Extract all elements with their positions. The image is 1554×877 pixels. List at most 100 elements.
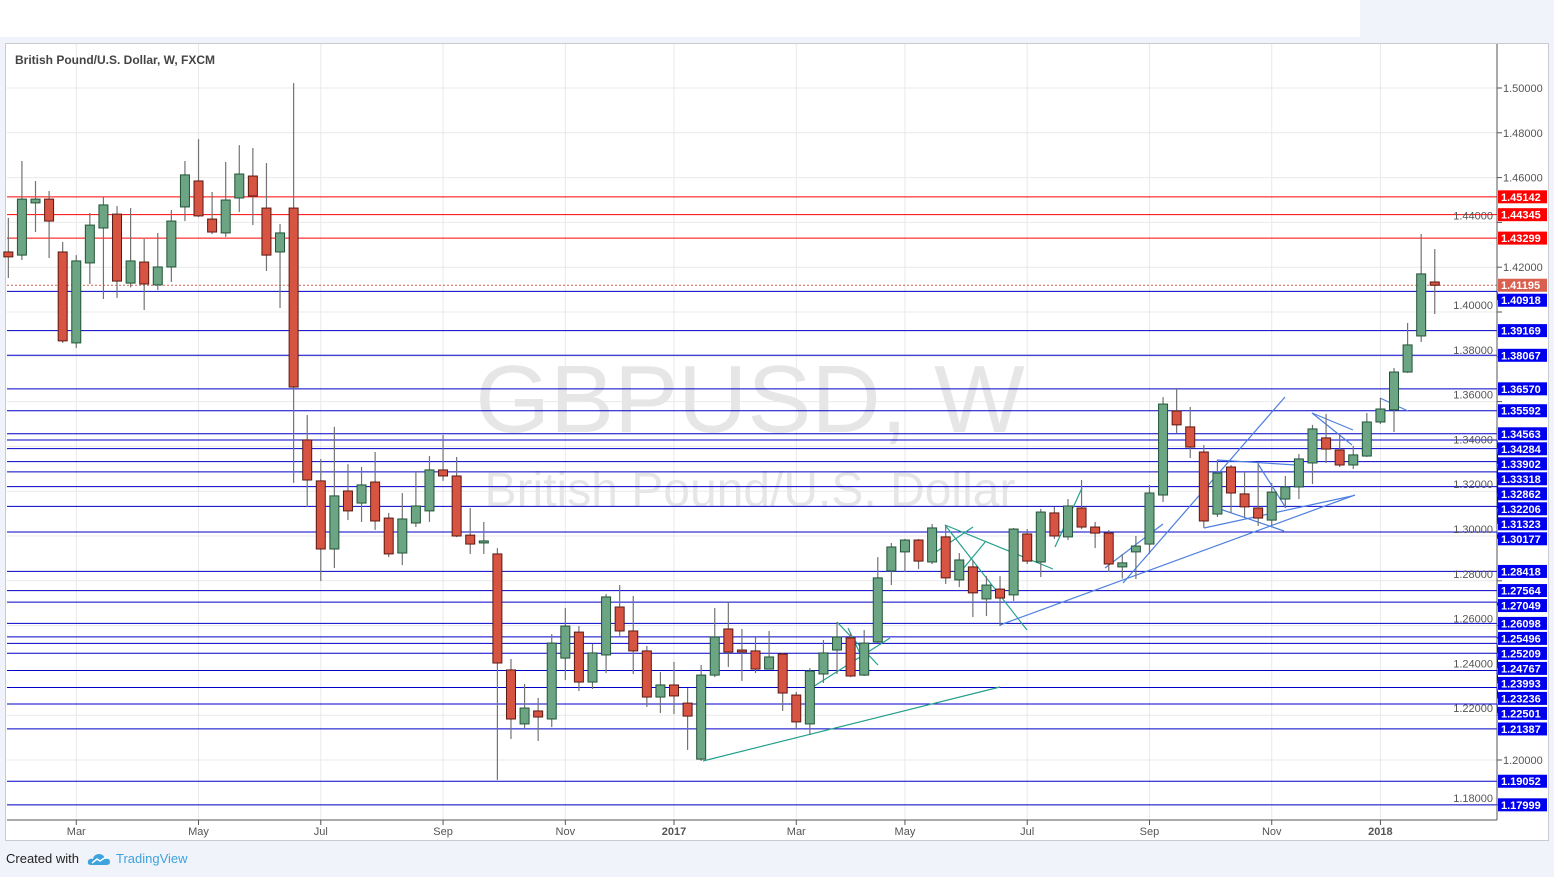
candle[interactable] bbox=[655, 671, 666, 713]
candle[interactable] bbox=[587, 643, 598, 689]
candle[interactable] bbox=[1144, 484, 1155, 554]
trendline[interactable] bbox=[1216, 459, 1297, 466]
candle[interactable] bbox=[859, 630, 870, 676]
candle[interactable] bbox=[750, 637, 761, 674]
trendline[interactable] bbox=[929, 526, 974, 557]
candle[interactable] bbox=[220, 161, 231, 237]
time-axis[interactable]: Mar May Jul Sep Nov 2017 Mar May Jul Sep Nov 2018 bbox=[67, 820, 1393, 838]
candle[interactable] bbox=[709, 607, 720, 678]
candle[interactable] bbox=[519, 684, 530, 728]
candle[interactable] bbox=[3, 217, 14, 278]
candle[interactable] bbox=[1348, 445, 1359, 470]
candle[interactable] bbox=[1062, 499, 1073, 541]
candle[interactable] bbox=[356, 467, 367, 522]
candle[interactable] bbox=[913, 538, 924, 569]
candle[interactable] bbox=[1158, 397, 1169, 502]
candle[interactable] bbox=[166, 210, 177, 282]
candle[interactable] bbox=[112, 206, 123, 298]
candle[interactable] bbox=[954, 553, 965, 588]
candle[interactable] bbox=[818, 639, 829, 683]
candle[interactable] bbox=[315, 458, 326, 582]
candle[interactable] bbox=[1049, 506, 1060, 539]
trendline[interactable] bbox=[1216, 507, 1285, 532]
candle[interactable] bbox=[71, 255, 82, 349]
candle[interactable] bbox=[1389, 368, 1400, 433]
candle[interactable] bbox=[1225, 464, 1236, 513]
candle[interactable] bbox=[669, 661, 679, 715]
candle[interactable] bbox=[682, 688, 693, 750]
trendline[interactable] bbox=[999, 494, 1356, 626]
candle[interactable] bbox=[179, 161, 190, 222]
candle[interactable] bbox=[1185, 406, 1196, 459]
candle[interactable] bbox=[193, 139, 204, 218]
candle[interactable] bbox=[614, 585, 625, 636]
candle[interactable] bbox=[1171, 387, 1182, 433]
candle[interactable] bbox=[967, 559, 978, 618]
candle[interactable] bbox=[410, 471, 421, 528]
trendline[interactable] bbox=[836, 621, 879, 666]
candle[interactable] bbox=[478, 521, 489, 554]
candle[interactable] bbox=[832, 622, 843, 674]
candle[interactable] bbox=[886, 542, 897, 586]
trendline[interactable] bbox=[1311, 412, 1353, 446]
trendline[interactable] bbox=[944, 524, 1054, 570]
candle[interactable] bbox=[1402, 322, 1413, 373]
candle[interactable] bbox=[628, 596, 639, 674]
candle[interactable] bbox=[288, 83, 299, 483]
candle[interactable] bbox=[791, 691, 802, 730]
candle[interactable] bbox=[723, 602, 734, 668]
candle[interactable] bbox=[451, 456, 462, 538]
candle[interactable] bbox=[940, 525, 951, 584]
candle[interactable] bbox=[1266, 482, 1277, 526]
candle[interactable] bbox=[1212, 460, 1223, 517]
candle[interactable] bbox=[546, 634, 557, 728]
candle[interactable] bbox=[261, 163, 272, 272]
price-axis[interactable]: 1.18000 1.20000 1.22000 1.24000 1.26000 1.280… bbox=[1453, 83, 1543, 806]
candle[interactable] bbox=[1321, 413, 1332, 463]
candle[interactable] bbox=[1307, 424, 1318, 485]
candle[interactable] bbox=[30, 180, 41, 233]
candle[interactable] bbox=[139, 238, 150, 310]
candle[interactable] bbox=[1334, 432, 1345, 468]
candle[interactable] bbox=[438, 434, 449, 481]
candle[interactable] bbox=[995, 576, 1006, 627]
candle[interactable] bbox=[1361, 413, 1372, 457]
candle[interactable] bbox=[696, 665, 707, 761]
candle[interactable] bbox=[247, 148, 258, 226]
candle[interactable] bbox=[397, 492, 408, 566]
candle[interactable] bbox=[1416, 234, 1427, 343]
candle[interactable] bbox=[601, 594, 612, 674]
candle[interactable] bbox=[57, 241, 68, 343]
candle[interactable] bbox=[1076, 480, 1087, 530]
candle[interactable] bbox=[505, 658, 516, 739]
candle[interactable] bbox=[329, 426, 340, 569]
candle[interactable] bbox=[1198, 445, 1209, 528]
candle[interactable] bbox=[125, 208, 136, 288]
candle[interactable] bbox=[465, 508, 476, 554]
tradingview-link[interactable]: TradingView bbox=[87, 851, 188, 866]
candle[interactable] bbox=[383, 512, 394, 558]
candle[interactable] bbox=[1239, 471, 1250, 517]
candle[interactable] bbox=[777, 652, 788, 711]
candle[interactable] bbox=[98, 197, 109, 300]
candle[interactable] bbox=[424, 456, 435, 522]
candle[interactable] bbox=[207, 191, 218, 235]
candle[interactable] bbox=[560, 607, 571, 681]
candle[interactable] bbox=[1022, 529, 1033, 564]
candle[interactable] bbox=[872, 557, 883, 644]
candle[interactable] bbox=[152, 232, 163, 291]
candle[interactable] bbox=[1103, 529, 1114, 573]
candle[interactable] bbox=[1429, 249, 1440, 315]
candle[interactable] bbox=[1293, 454, 1304, 500]
candle[interactable] bbox=[342, 464, 353, 521]
candle[interactable] bbox=[1090, 521, 1101, 549]
trendline[interactable] bbox=[1203, 495, 1353, 529]
candle[interactable] bbox=[981, 576, 992, 616]
candle[interactable] bbox=[533, 697, 544, 741]
candle[interactable] bbox=[492, 548, 503, 780]
candle[interactable] bbox=[899, 538, 910, 573]
trendline[interactable] bbox=[1311, 412, 1354, 431]
candle[interactable] bbox=[370, 452, 381, 530]
candle[interactable] bbox=[1375, 398, 1386, 424]
